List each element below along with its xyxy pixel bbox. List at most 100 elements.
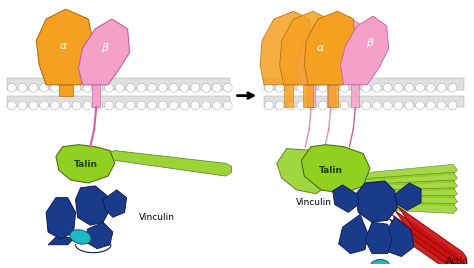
Polygon shape bbox=[390, 219, 468, 268]
Text: $\alpha$: $\alpha$ bbox=[316, 43, 326, 54]
Circle shape bbox=[383, 83, 392, 92]
Polygon shape bbox=[392, 215, 471, 268]
Polygon shape bbox=[48, 235, 73, 245]
FancyBboxPatch shape bbox=[264, 96, 464, 107]
Polygon shape bbox=[340, 16, 389, 85]
Text: $\alpha$: $\alpha$ bbox=[59, 40, 68, 51]
Polygon shape bbox=[75, 186, 110, 225]
Circle shape bbox=[319, 83, 328, 92]
Ellipse shape bbox=[370, 259, 390, 268]
Polygon shape bbox=[103, 190, 127, 217]
Circle shape bbox=[137, 101, 146, 110]
Circle shape bbox=[264, 101, 273, 110]
Polygon shape bbox=[360, 164, 457, 180]
Polygon shape bbox=[59, 85, 73, 96]
Polygon shape bbox=[338, 214, 368, 254]
Circle shape bbox=[201, 101, 210, 110]
Text: $\beta$: $\beta$ bbox=[100, 42, 109, 55]
Polygon shape bbox=[316, 16, 364, 85]
Circle shape bbox=[405, 101, 414, 110]
Polygon shape bbox=[394, 183, 421, 210]
Text: Talin: Talin bbox=[319, 166, 343, 175]
Polygon shape bbox=[360, 180, 457, 192]
Circle shape bbox=[383, 101, 392, 110]
Circle shape bbox=[105, 101, 113, 110]
Polygon shape bbox=[307, 85, 315, 107]
Circle shape bbox=[319, 101, 328, 110]
Circle shape bbox=[40, 101, 48, 110]
Circle shape bbox=[126, 83, 135, 92]
Circle shape bbox=[286, 83, 295, 92]
FancyBboxPatch shape bbox=[7, 78, 230, 90]
Circle shape bbox=[329, 101, 338, 110]
Circle shape bbox=[340, 101, 349, 110]
Circle shape bbox=[8, 101, 16, 110]
Circle shape bbox=[416, 101, 425, 110]
Circle shape bbox=[275, 101, 284, 110]
Circle shape bbox=[51, 101, 59, 110]
Text: Actin: Actin bbox=[446, 257, 469, 266]
Circle shape bbox=[362, 101, 371, 110]
Circle shape bbox=[373, 83, 381, 92]
Circle shape bbox=[405, 83, 414, 92]
Circle shape bbox=[308, 83, 317, 92]
Circle shape bbox=[308, 101, 317, 110]
Circle shape bbox=[18, 83, 27, 92]
Circle shape bbox=[18, 101, 27, 110]
Circle shape bbox=[212, 101, 221, 110]
Circle shape bbox=[83, 101, 92, 110]
Circle shape bbox=[158, 101, 167, 110]
Polygon shape bbox=[79, 19, 129, 85]
Circle shape bbox=[329, 83, 338, 92]
FancyBboxPatch shape bbox=[264, 78, 464, 90]
Polygon shape bbox=[333, 185, 358, 213]
Polygon shape bbox=[360, 202, 457, 213]
Polygon shape bbox=[385, 217, 414, 256]
Circle shape bbox=[286, 101, 295, 110]
Circle shape bbox=[448, 101, 457, 110]
Polygon shape bbox=[395, 211, 474, 268]
Circle shape bbox=[201, 83, 210, 92]
Circle shape bbox=[29, 101, 38, 110]
Circle shape bbox=[158, 83, 167, 92]
Circle shape bbox=[115, 101, 124, 110]
Text: Vinculin: Vinculin bbox=[139, 213, 175, 222]
Circle shape bbox=[148, 83, 156, 92]
Circle shape bbox=[191, 101, 200, 110]
Polygon shape bbox=[105, 151, 232, 176]
Polygon shape bbox=[356, 181, 398, 222]
Circle shape bbox=[340, 83, 349, 92]
Polygon shape bbox=[360, 172, 457, 186]
Text: $\beta$: $\beta$ bbox=[365, 36, 374, 50]
Polygon shape bbox=[398, 207, 474, 268]
Circle shape bbox=[72, 101, 81, 110]
Polygon shape bbox=[360, 188, 457, 198]
Polygon shape bbox=[360, 196, 457, 206]
Circle shape bbox=[169, 101, 178, 110]
Circle shape bbox=[8, 83, 16, 92]
Polygon shape bbox=[46, 198, 75, 239]
Circle shape bbox=[351, 83, 360, 92]
Circle shape bbox=[394, 83, 403, 92]
Circle shape bbox=[61, 101, 70, 110]
Polygon shape bbox=[260, 11, 311, 85]
Polygon shape bbox=[85, 222, 113, 249]
Polygon shape bbox=[36, 9, 93, 85]
Circle shape bbox=[51, 83, 59, 92]
Circle shape bbox=[264, 83, 273, 92]
Polygon shape bbox=[303, 85, 313, 107]
Circle shape bbox=[180, 101, 189, 110]
Circle shape bbox=[394, 101, 403, 110]
Circle shape bbox=[191, 83, 200, 92]
Circle shape bbox=[148, 101, 156, 110]
Text: Vinculin: Vinculin bbox=[296, 198, 332, 207]
Circle shape bbox=[169, 83, 178, 92]
Polygon shape bbox=[365, 222, 392, 254]
Circle shape bbox=[137, 83, 146, 92]
Polygon shape bbox=[296, 16, 345, 85]
Circle shape bbox=[373, 101, 381, 110]
Circle shape bbox=[448, 83, 457, 92]
Circle shape bbox=[275, 83, 284, 92]
Circle shape bbox=[115, 83, 124, 92]
Polygon shape bbox=[327, 85, 335, 107]
